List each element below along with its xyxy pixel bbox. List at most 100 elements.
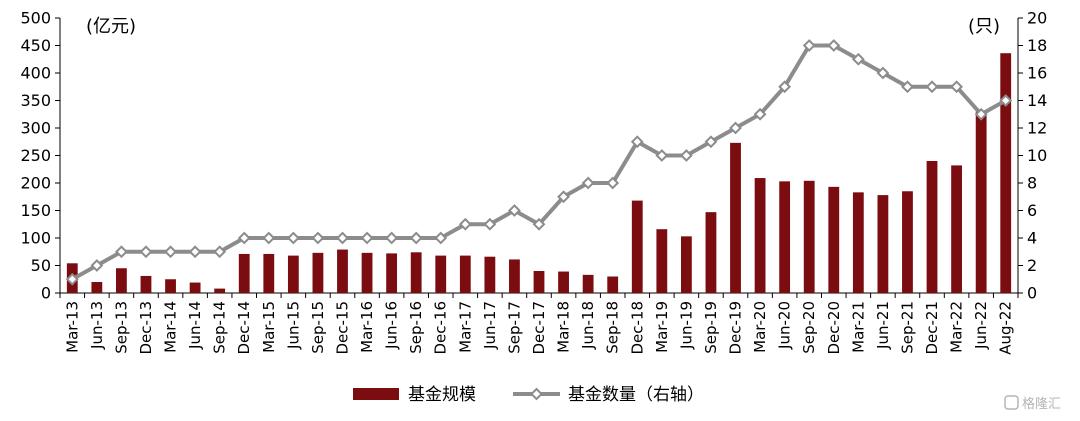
bar	[287, 255, 299, 293]
watermark: 格隆汇	[1004, 395, 1061, 412]
x-tick-label: Mar-15	[260, 301, 278, 353]
x-tick-label: Mar-13	[63, 301, 81, 353]
bar	[410, 252, 422, 293]
left-tick-label: 300	[20, 119, 51, 138]
x-tick-label: Dec-13	[137, 301, 155, 355]
right-tick-label: 4	[1027, 229, 1037, 248]
line-point-marker	[114, 245, 128, 259]
bar	[386, 253, 398, 293]
line-point-marker	[164, 245, 177, 259]
line-point-marker	[581, 176, 595, 190]
x-tick-label: Mar-20	[751, 301, 769, 353]
legend-bar-swatch	[353, 388, 399, 400]
left-tick-label: 450	[20, 36, 51, 55]
x-tick-label: Jun-13	[88, 301, 106, 350]
x-tick-label: Jun-14	[186, 301, 204, 350]
line-point-marker	[606, 176, 620, 190]
tick-labels: 0 50 100 150 200 250 300 350 400 450 500 0 2 4 6 8 10 12 1…	[20, 9, 1047, 355]
line-point-marker	[458, 217, 472, 231]
watermark-text: 格隆汇	[1022, 396, 1061, 412]
x-tick-label: Jun-22	[972, 301, 990, 350]
x-tick-label: Sep-21	[898, 301, 916, 354]
line-point-marker	[827, 39, 841, 52]
bar	[337, 249, 348, 293]
bar	[238, 253, 250, 293]
bar	[1000, 53, 1012, 294]
x-tick-label: Dec-21	[923, 301, 941, 355]
bar	[435, 255, 447, 293]
bar	[140, 275, 152, 293]
right-tick-label: 2	[1027, 256, 1037, 275]
x-tick-label: Jun-16	[383, 301, 401, 350]
line-point-marker	[630, 135, 644, 149]
line-point-marker	[409, 231, 423, 245]
line-point-marker	[950, 80, 964, 94]
series-line	[71, 43, 1007, 282]
line-point-marker	[139, 245, 153, 259]
x-tick-label: Sep-18	[604, 301, 622, 354]
line-point-marker	[532, 217, 546, 231]
x-tick-label: Aug-22	[997, 301, 1015, 355]
x-tick-label: Mar-17	[456, 301, 474, 353]
x-tick-label: Jun-15	[284, 301, 302, 350]
x-tick-label: Dec-16	[432, 301, 450, 355]
bar	[607, 276, 619, 293]
line-point-marker	[999, 94, 1013, 107]
bar	[165, 279, 176, 293]
bar	[902, 191, 913, 293]
line-point-marker	[360, 231, 374, 245]
right-tick-label: 20	[1027, 9, 1047, 28]
bar	[582, 274, 594, 293]
x-tick-label: Sep-15	[309, 301, 327, 354]
bar	[852, 192, 864, 293]
line-point-marker	[753, 107, 767, 121]
x-tick-label: Dec-18	[628, 301, 646, 355]
bar	[926, 161, 938, 293]
x-tick-label: Mar-14	[162, 301, 180, 353]
bar	[656, 229, 668, 293]
line-point-marker	[483, 217, 497, 231]
bar	[189, 282, 201, 293]
legend-bar-label: 基金规模	[408, 385, 476, 405]
bar	[779, 181, 791, 293]
left-tick-label: 100	[20, 229, 51, 248]
line-point-marker	[802, 39, 816, 52]
x-tick-label: Dec-14	[235, 301, 253, 355]
line-point-marker	[262, 231, 276, 245]
left-tick-label: 350	[20, 91, 51, 110]
line-point-marker	[65, 272, 79, 286]
x-tick-label: Sep-17	[505, 301, 523, 354]
line-point-marker	[385, 231, 399, 245]
bar	[680, 236, 692, 293]
line-point-marker	[901, 80, 914, 94]
right-tick-label: 8	[1027, 174, 1037, 193]
bar	[730, 142, 741, 293]
x-tick-label: Sep-14	[211, 301, 229, 354]
bar	[975, 111, 987, 293]
right-tick-label: 12	[1027, 119, 1047, 138]
x-tick-label: Sep-16	[407, 301, 425, 354]
line-point-marker	[311, 231, 325, 245]
x-tick-label: Jun-18	[579, 301, 597, 350]
x-tick-label: Jun-17	[481, 301, 499, 350]
bar	[828, 186, 840, 293]
x-tick-label: Dec-17	[530, 301, 548, 355]
bar	[877, 195, 889, 293]
line-point-marker	[508, 204, 521, 217]
x-tick-label: Jun-21	[874, 301, 892, 350]
left-tick-label: 250	[20, 146, 51, 165]
left-tick-label: 50	[31, 256, 51, 275]
x-tick-label: Jun-19	[677, 301, 695, 350]
bar	[214, 288, 226, 293]
line-point-marker	[679, 149, 693, 162]
bar	[558, 271, 569, 293]
line-point-marker	[974, 107, 988, 121]
line-point-marker	[729, 121, 742, 135]
x-tick-label: Mar-21	[849, 301, 867, 353]
right-axis-unit: (只)	[968, 16, 1000, 37]
x-tick-label: Mar-22	[948, 301, 966, 353]
line-point-marker	[237, 231, 251, 245]
bar	[509, 259, 520, 293]
bar	[361, 252, 373, 293]
